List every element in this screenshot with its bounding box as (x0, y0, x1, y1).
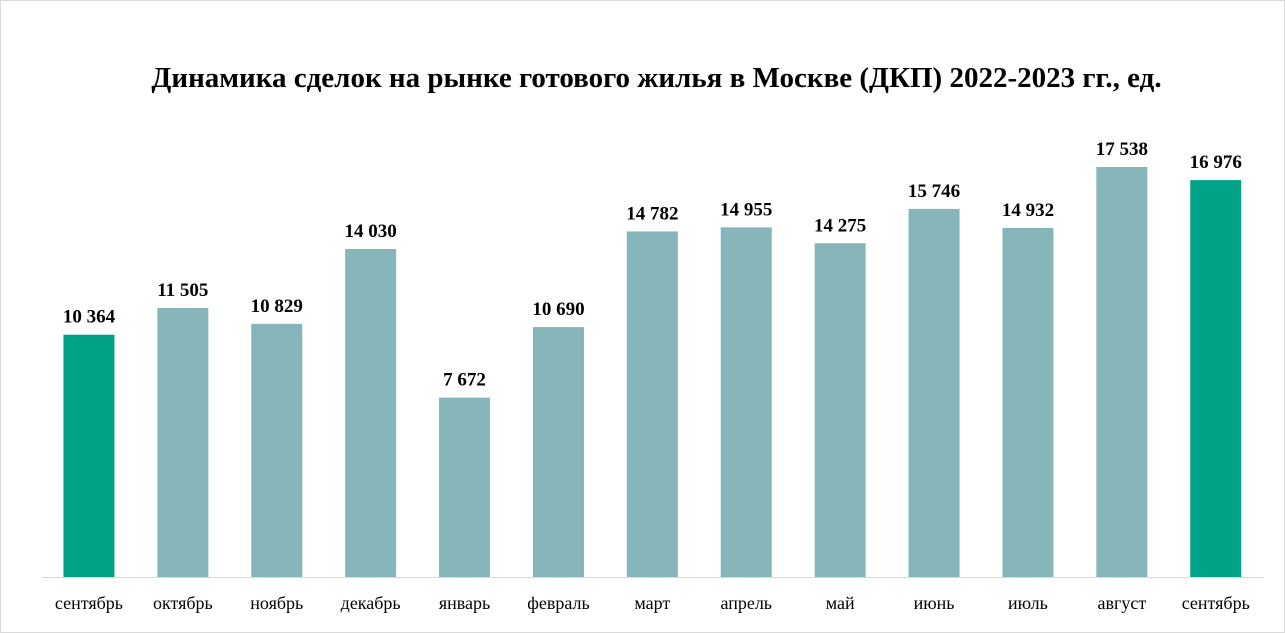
category-label-1: сентябрь (55, 593, 123, 613)
category-label-13: сентябрь (1182, 593, 1250, 613)
value-label-4: 14 030 (345, 221, 397, 242)
bar-1 (63, 334, 115, 577)
value-label-10: 15 746 (908, 181, 960, 202)
value-label-13: 16 976 (1190, 152, 1242, 173)
bar-2 (157, 308, 209, 577)
category-label-3: ноябрь (250, 593, 303, 613)
category-label-5: январь (439, 593, 490, 613)
category-label-2: октябрь (153, 593, 213, 613)
category-label-group: сентябрь октябрь ноябрь декабрь январь феврал… (55, 593, 1250, 613)
category-label-6: февраль (527, 593, 590, 613)
value-label-2: 11 505 (157, 280, 208, 301)
bar-13 (1190, 180, 1242, 578)
bar-3 (251, 323, 303, 577)
bar-8 (720, 227, 772, 577)
value-label-9: 14 275 (814, 215, 866, 236)
bar-10 (908, 208, 960, 577)
bar-5 (439, 397, 491, 577)
value-label-group: 10 364 11 505 10 829 14 030 7 672 10 690 14 78… (63, 139, 1242, 391)
category-label-9: май (826, 593, 855, 613)
value-label-11: 14 932 (1002, 200, 1054, 221)
value-label-5: 7 672 (443, 370, 486, 391)
value-label-12: 17 538 (1096, 139, 1148, 160)
bar-12 (1096, 167, 1148, 577)
bar-11 (1002, 227, 1054, 578)
chart-title: Динамика сделок на рынке готового жилья … (151, 62, 1162, 94)
category-label-7: март (634, 593, 670, 613)
category-label-11: июль (1008, 593, 1048, 613)
bar-group (63, 167, 1242, 578)
bar-6 (532, 327, 584, 577)
category-label-8: апрель (720, 593, 772, 613)
category-label-10: июнь (914, 593, 955, 613)
value-label-1: 10 364 (63, 307, 116, 328)
category-label-12: август (1097, 593, 1146, 613)
value-label-7: 14 782 (626, 203, 678, 224)
bar-7 (626, 231, 678, 577)
bar-9 (814, 243, 866, 577)
value-label-3: 10 829 (251, 296, 303, 317)
bar-4 (345, 249, 397, 578)
value-label-8: 14 955 (720, 199, 772, 220)
value-label-6: 10 690 (532, 299, 584, 320)
category-label-4: декабрь (341, 593, 401, 613)
